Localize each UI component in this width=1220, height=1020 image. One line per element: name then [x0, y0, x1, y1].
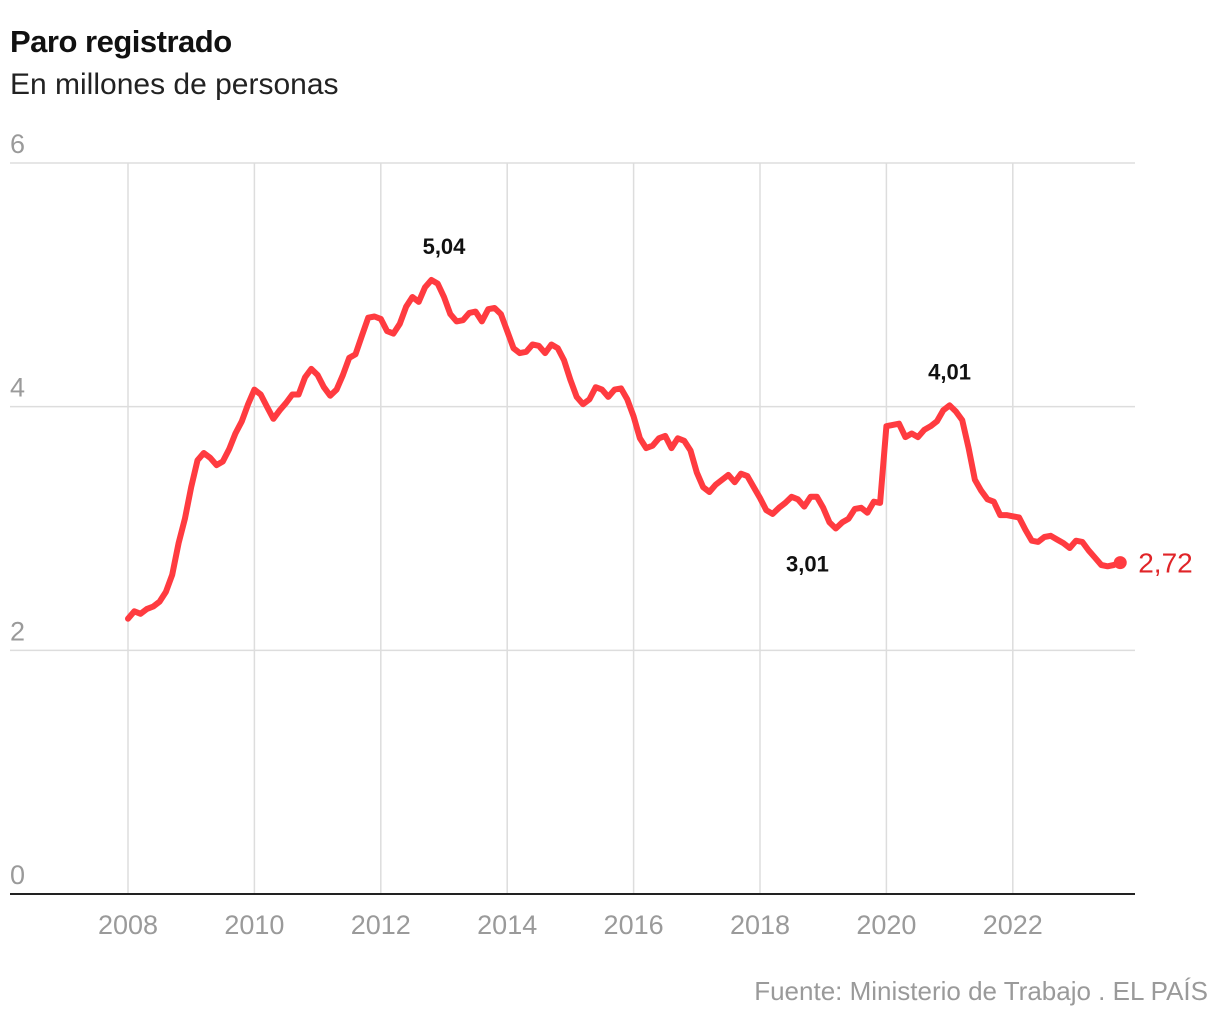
y-tick-label: 2: [10, 616, 25, 646]
x-tick-label: 2020: [856, 910, 916, 940]
peak-annotation: 4,01: [928, 359, 971, 384]
series-layer: [125, 277, 1127, 622]
axis-ticks: 0 2 4 6 2008 2010 2012 2014 2016 2018 2020 2022: [10, 129, 1043, 940]
source-note: Fuente: Ministerio de Trabajo . EL PAÍS: [754, 976, 1208, 1006]
gridlines: [10, 162, 1135, 895]
x-tick-label: 2016: [604, 910, 664, 940]
y-tick-label: 0: [10, 860, 25, 890]
chart-subtitle: En millones de personas: [10, 68, 339, 101]
x-tick-label: 2008: [98, 910, 158, 940]
x-tick-label: 2022: [983, 910, 1043, 940]
x-tick-label: 2012: [351, 910, 411, 940]
series-line: [125, 277, 1124, 622]
y-tick-label: 4: [10, 373, 25, 403]
annotation-layer: 2,72 5,04 3,01 4,01: [423, 234, 1193, 579]
y-tick-label: 6: [10, 129, 25, 159]
x-tick-label: 2010: [224, 910, 284, 940]
chart-title: Paro registrado: [10, 24, 232, 59]
last-point-marker: [1113, 556, 1127, 570]
last-value-label: 2,72: [1138, 548, 1193, 579]
x-tick-label: 2018: [730, 910, 790, 940]
peak-annotation: 5,04: [423, 234, 467, 259]
peak-annotation: 3,01: [786, 551, 829, 576]
x-tick-label: 2014: [477, 910, 537, 940]
